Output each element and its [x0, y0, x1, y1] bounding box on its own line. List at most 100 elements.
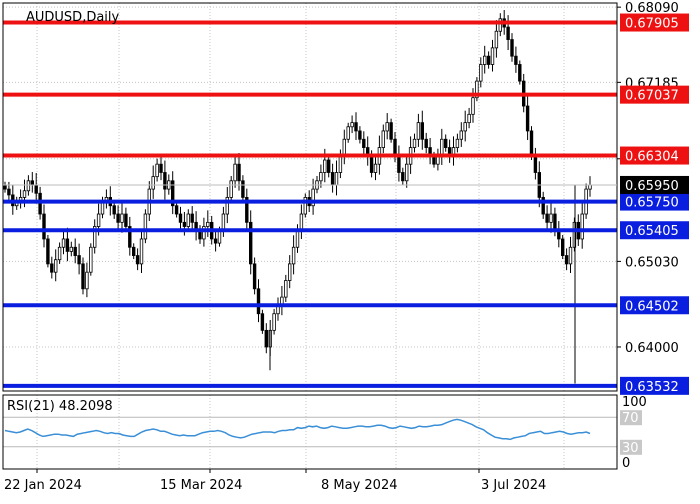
- candle-body: [58, 247, 61, 259]
- level-label: 0.63532: [625, 380, 679, 395]
- current-price-label: 0.65950: [625, 179, 679, 194]
- candle-body: [152, 177, 155, 189]
- candle-body: [265, 330, 268, 347]
- rsi-tick-label: 70: [622, 411, 639, 426]
- rsi-tick-label: 0: [622, 456, 630, 471]
- candle-body: [97, 214, 100, 226]
- date-tick-label: 3 Jul 2024: [481, 478, 546, 493]
- candle-body: [113, 206, 116, 214]
- candle-body: [468, 114, 471, 122]
- candle-body: [39, 193, 42, 214]
- candle-body: [121, 214, 124, 222]
- candle-body: [347, 127, 350, 139]
- candle-body: [222, 214, 225, 231]
- candle-body: [382, 131, 385, 148]
- candle-body: [569, 247, 572, 264]
- candle-body: [460, 131, 463, 139]
- candle-body: [464, 123, 467, 131]
- candle-body: [417, 123, 420, 140]
- candle-body: [292, 247, 295, 264]
- candle-body: [74, 247, 77, 255]
- candle-body: [140, 239, 143, 264]
- candle-body: [507, 27, 510, 39]
- price-tick-label: 0.64000: [625, 341, 679, 356]
- candle-body: [398, 156, 401, 173]
- candle-body: [355, 123, 358, 131]
- candle-body: [261, 314, 264, 331]
- rsi-tick-label: 100: [622, 395, 647, 410]
- candle-body: [288, 264, 291, 281]
- candle-body: [554, 214, 557, 231]
- candle-body: [70, 247, 73, 251]
- candle-body: [175, 206, 178, 214]
- candle-body: [191, 214, 194, 222]
- candle-body: [487, 56, 490, 64]
- chart-title: AUDUSD,Daily: [26, 10, 120, 25]
- candle-body: [4, 186, 7, 189]
- candle-body: [402, 172, 405, 180]
- candle-body: [390, 123, 393, 140]
- candle-body: [136, 256, 139, 264]
- date-tick-label: 22 Jan 2024: [4, 478, 82, 493]
- candle-body: [43, 214, 46, 239]
- candle-body: [327, 160, 330, 172]
- candle-body: [8, 189, 11, 195]
- candle-body: [526, 106, 529, 131]
- candle-body: [66, 239, 69, 251]
- candle-body: [117, 214, 120, 222]
- candle-body: [363, 139, 366, 147]
- candle-body: [324, 160, 327, 172]
- candle-body: [441, 139, 444, 156]
- candle-body: [515, 56, 518, 64]
- level-label: 0.67905: [625, 17, 679, 32]
- candle-body: [530, 131, 533, 156]
- candle-body: [253, 264, 256, 289]
- candle-body: [550, 214, 553, 222]
- price-tick-label: 0.65030: [625, 255, 679, 270]
- candle-body: [581, 214, 584, 239]
- candle-body: [23, 191, 26, 198]
- candle-body: [491, 48, 494, 65]
- candle-body: [519, 64, 522, 81]
- candle-body: [234, 164, 237, 181]
- candle-body: [425, 139, 428, 147]
- candle-body: [132, 247, 135, 255]
- candle-body: [156, 164, 159, 176]
- level-label: 0.65750: [625, 196, 679, 211]
- candle-body: [179, 214, 182, 222]
- candle-body: [51, 264, 54, 272]
- candle-body: [386, 123, 389, 131]
- candle-body: [472, 98, 475, 115]
- candle-body: [300, 214, 303, 231]
- candle-body: [183, 222, 186, 226]
- candle-body: [27, 181, 30, 191]
- candle-body: [273, 314, 276, 331]
- level-label: 0.66304: [625, 150, 679, 165]
- candle-body: [483, 56, 486, 64]
- level-label: 0.67037: [625, 89, 679, 104]
- candle-body: [82, 264, 85, 289]
- candle-body: [214, 239, 217, 243]
- candle-body: [238, 164, 241, 181]
- date-tick-label: 15 Mar 2024: [160, 478, 242, 493]
- candle-body: [320, 172, 323, 180]
- candle-body: [405, 164, 408, 181]
- date-tick-label: 8 May 2024: [321, 478, 398, 493]
- candle-body: [511, 40, 514, 57]
- candle-body: [561, 239, 564, 256]
- candle-body: [35, 185, 38, 193]
- candle-body: [546, 214, 549, 222]
- candle-body: [456, 139, 459, 147]
- candle-body: [351, 123, 354, 127]
- candle-body: [54, 260, 57, 272]
- candle-body: [343, 139, 346, 156]
- candle-body: [218, 231, 221, 243]
- candle-body: [90, 247, 93, 272]
- candle-body: [187, 214, 190, 226]
- candle-body: [339, 156, 342, 173]
- candle-body: [421, 123, 424, 140]
- candle-body: [125, 214, 128, 226]
